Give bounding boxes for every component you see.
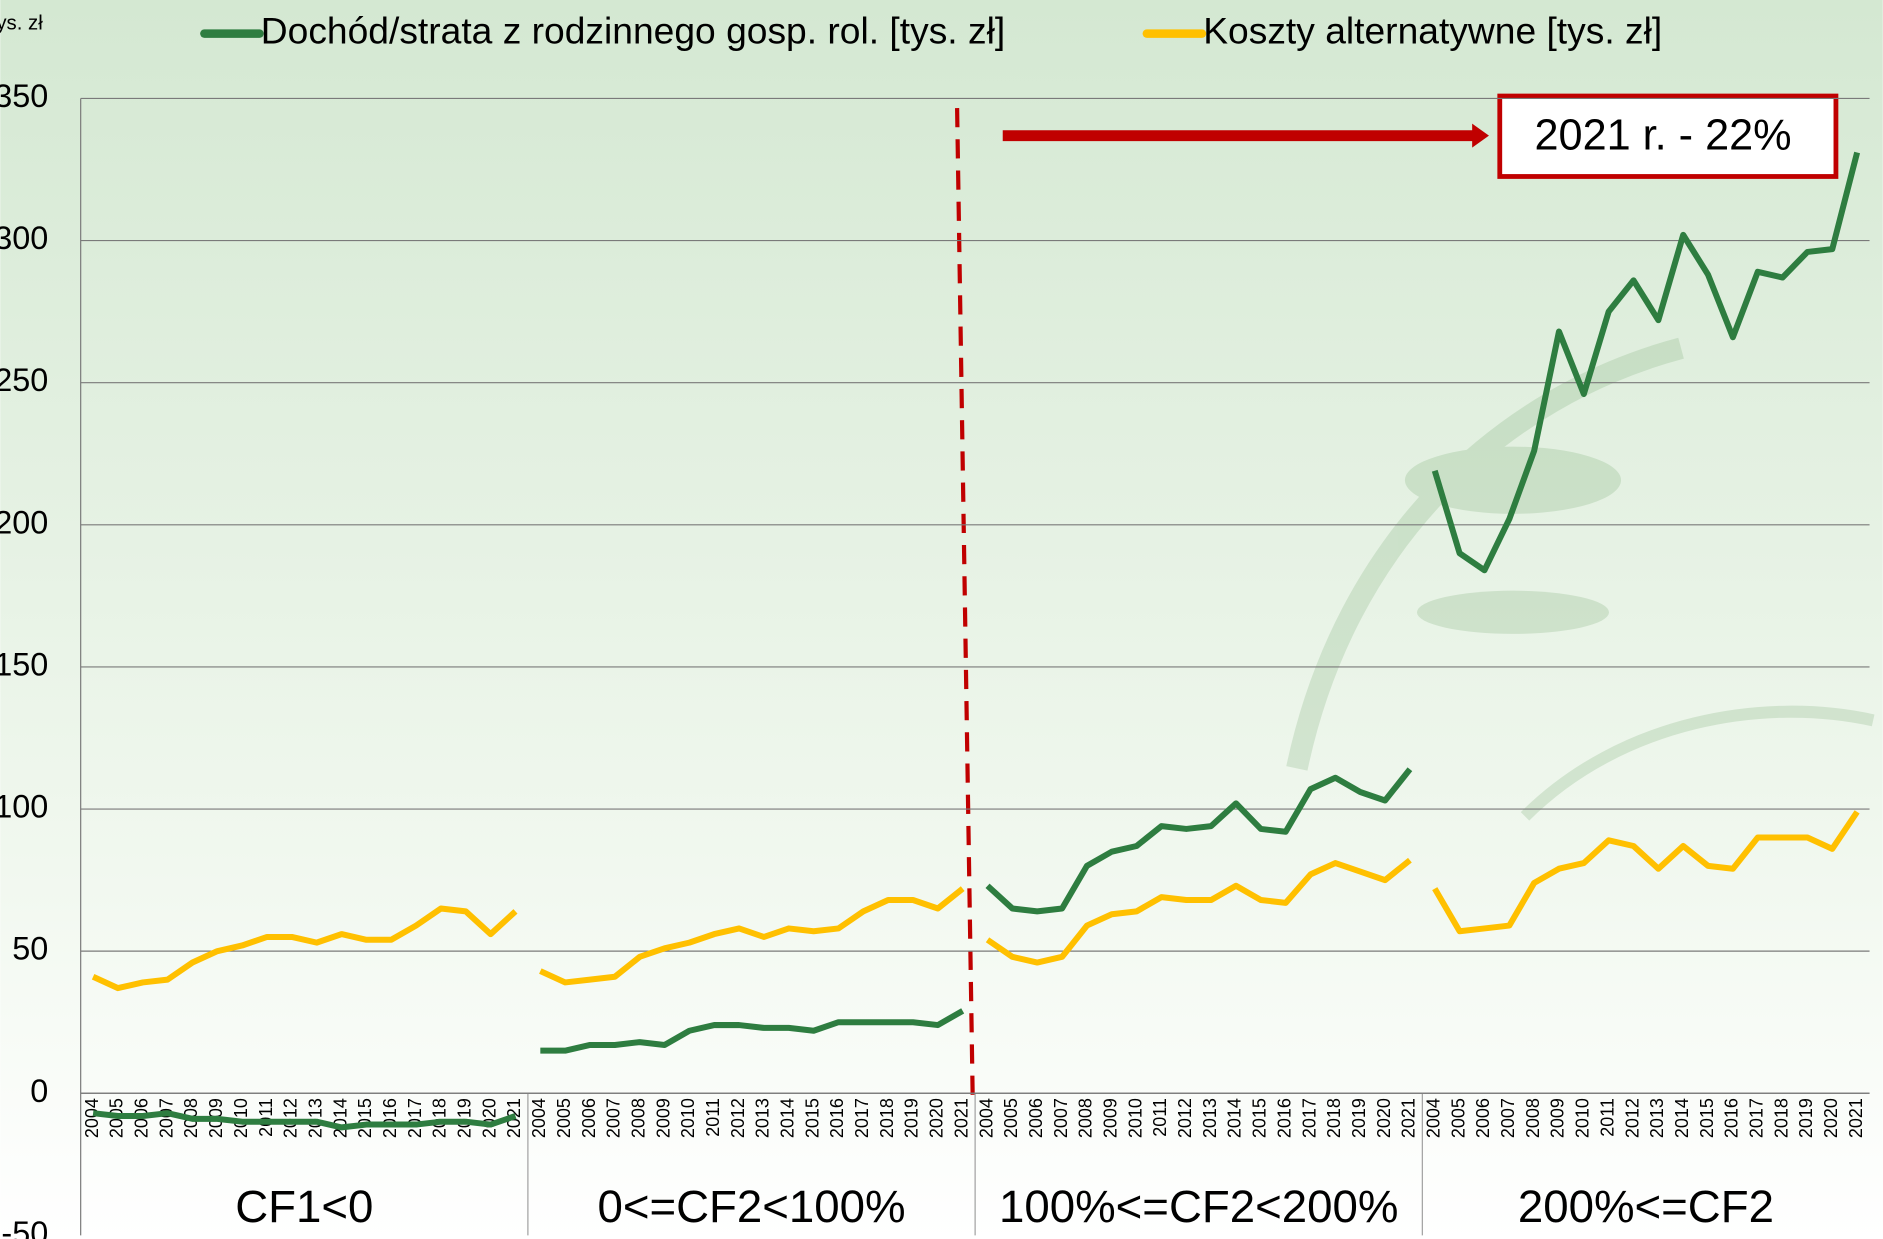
x-tick-label: 2009 xyxy=(1101,1098,1121,1138)
x-tick-label: 2006 xyxy=(1026,1098,1046,1138)
x-tick-label: 2007 xyxy=(156,1098,176,1138)
x-tick-label: 2019 xyxy=(1796,1098,1816,1138)
x-tick-label: 2007 xyxy=(1051,1098,1071,1138)
x-tick-label: 2011 xyxy=(1597,1098,1617,1137)
x-tick-label: 2021 xyxy=(1399,1098,1419,1138)
x-tick-label: 2005 xyxy=(554,1098,574,1138)
x-tick-label: 2016 xyxy=(1722,1098,1742,1138)
x-tick-label: 2014 xyxy=(1225,1098,1245,1138)
y-tick-label: 200 xyxy=(0,504,48,540)
group-label: 0<=CF2<100% xyxy=(597,1181,905,1232)
y-tick-label: 250 xyxy=(0,362,48,398)
x-tick-label: 2015 xyxy=(802,1098,822,1138)
x-tick-label: 2019 xyxy=(902,1098,922,1138)
x-tick-label: 2016 xyxy=(827,1098,847,1138)
x-tick-label: 2004 xyxy=(1424,1098,1444,1138)
x-tick-label: 2015 xyxy=(1697,1098,1717,1138)
chart: tys. zł 2021 r. - 22% -50 0 50 100 150 200 250… xyxy=(0,0,1883,1239)
y-tick-label: 300 xyxy=(0,220,48,256)
y-tick-label: -50 xyxy=(1,1215,48,1239)
annotation: 2021 r. - 22% xyxy=(1535,111,1792,159)
group-label: 100%<=CF2<200% xyxy=(999,1181,1398,1232)
x-tick-label: 2014 xyxy=(330,1098,350,1138)
y-tick-label: 0 xyxy=(30,1073,48,1109)
x-tick-label: 2013 xyxy=(753,1098,773,1138)
x-tick-label: 2010 xyxy=(1125,1098,1145,1138)
x-tick-label: 2021 xyxy=(1846,1098,1866,1138)
x-tick-label: 2020 xyxy=(479,1098,499,1138)
x-tick-label: 2013 xyxy=(1647,1098,1667,1138)
x-tick-label: 2005 xyxy=(1448,1098,1468,1138)
x-tick-label: 2004 xyxy=(82,1098,102,1138)
y-axis-label: tys. zł xyxy=(0,12,43,34)
x-tick-label: 2016 xyxy=(380,1098,400,1138)
x-tick-label: 2018 xyxy=(877,1098,897,1138)
x-tick-label: 2008 xyxy=(1523,1098,1543,1138)
legend-label: Koszty alternatywne [tys. zł] xyxy=(1203,9,1662,51)
page: {"chart_data": { "type": "line", "y_labe… xyxy=(0,0,1883,1239)
x-tick-label: 2007 xyxy=(604,1098,624,1138)
x-tick-label: 2020 xyxy=(927,1098,947,1138)
x-tick-label: 2012 xyxy=(281,1098,301,1138)
x-tick-label: 2011 xyxy=(256,1098,276,1137)
x-tick-label: 2018 xyxy=(430,1098,450,1138)
x-tick-label: 2018 xyxy=(1771,1098,1791,1138)
group-label: 200%<=CF2 xyxy=(1518,1181,1774,1232)
x-tick-label: 2017 xyxy=(1299,1098,1319,1138)
y-tick-label: 150 xyxy=(0,646,48,682)
x-tick-label: 2015 xyxy=(1250,1098,1270,1138)
x-tick-label: 2019 xyxy=(455,1098,475,1138)
x-tick-label: 2018 xyxy=(1324,1098,1344,1138)
x-tick-label: 2017 xyxy=(1746,1098,1766,1138)
x-tick-label: 2019 xyxy=(1349,1098,1369,1138)
x-tick-label: 2004 xyxy=(976,1098,996,1138)
legend-label: Dochód/strata z rodzinnego gosp. rol. [t… xyxy=(261,9,1005,51)
x-tick-label: 2016 xyxy=(1274,1098,1294,1138)
x-tick-label: 2009 xyxy=(1548,1098,1568,1138)
y-tick-label: 50 xyxy=(12,931,48,967)
y-tick-label: 350 xyxy=(0,78,48,114)
x-tick-label: 2012 xyxy=(728,1098,748,1138)
x-tick-label: 2017 xyxy=(852,1098,872,1138)
x-tick-label: 2007 xyxy=(1498,1098,1518,1138)
x-tick-label: 2009 xyxy=(653,1098,673,1138)
x-tick-label: 2020 xyxy=(1821,1098,1841,1138)
x-tick-label: 2008 xyxy=(1076,1098,1096,1138)
x-tick-label: 2014 xyxy=(1672,1098,1692,1138)
x-tick-label: 2015 xyxy=(355,1098,375,1138)
x-tick-label: 2010 xyxy=(1573,1098,1593,1138)
x-tick-label: 2004 xyxy=(529,1098,549,1138)
x-tick-label: 2005 xyxy=(1001,1098,1021,1138)
x-tick-label: 2008 xyxy=(628,1098,648,1138)
x-tick-label: 2014 xyxy=(778,1098,798,1138)
x-tick-label: 2011 xyxy=(703,1098,723,1137)
x-tick-label: 2013 xyxy=(305,1098,325,1138)
x-tick-label: 2012 xyxy=(1622,1098,1642,1138)
y-tick-label: 100 xyxy=(0,789,48,825)
x-tick-label: 2020 xyxy=(1374,1098,1394,1138)
x-tick-label: 2012 xyxy=(1175,1098,1195,1138)
group-label: CF1<0 xyxy=(235,1181,373,1232)
x-tick-label: 2013 xyxy=(1200,1098,1220,1138)
x-tick-label: 2017 xyxy=(405,1098,425,1138)
x-tick-label: 2021 xyxy=(951,1098,971,1138)
x-tick-label: 2006 xyxy=(1473,1098,1493,1138)
x-tick-label: 2010 xyxy=(678,1098,698,1138)
x-tick-label: 2011 xyxy=(1150,1098,1170,1137)
x-tick-label: 2006 xyxy=(579,1098,599,1138)
